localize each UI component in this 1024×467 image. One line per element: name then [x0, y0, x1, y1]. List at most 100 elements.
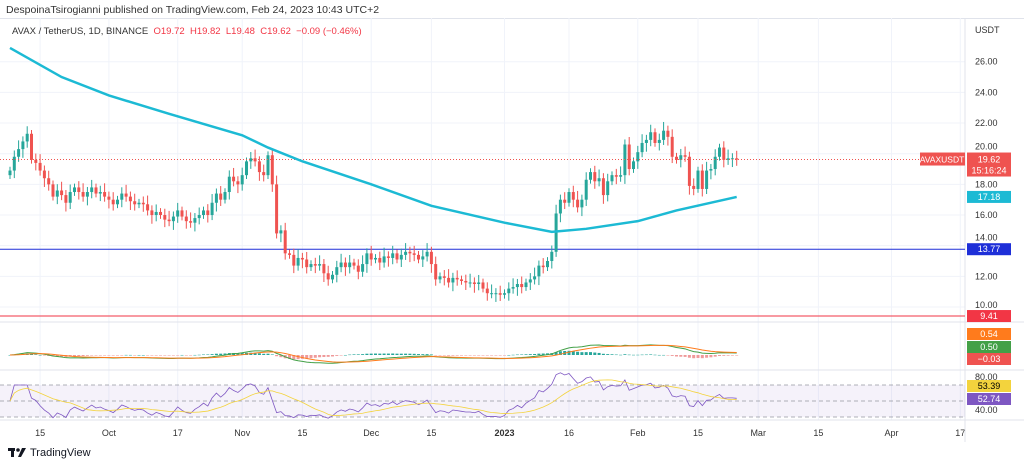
macd-histogram-bar — [683, 355, 687, 357]
candle-body — [679, 155, 683, 160]
candle-body — [47, 178, 51, 185]
candle-body — [481, 282, 485, 289]
chart-frame[interactable] — [0, 18, 1024, 443]
macd-histogram-bar — [210, 354, 214, 355]
candle-body — [210, 202, 214, 216]
macd-histogram-bar — [171, 355, 175, 356]
candle-body — [550, 251, 554, 262]
macd-histogram-bar — [472, 355, 476, 356]
candle-body — [614, 175, 618, 177]
candle-body — [245, 161, 248, 176]
macd-histogram-bar — [331, 355, 334, 357]
y-tick-label: 14.00 — [975, 233, 998, 243]
macd-histogram-bar — [417, 354, 420, 355]
candle-body — [675, 156, 678, 160]
macd-histogram-bar — [184, 355, 188, 356]
candle-body — [442, 276, 446, 278]
candle-body — [150, 210, 154, 216]
macd-histogram-bar — [214, 353, 218, 355]
symbol-legend: AVAX / TetherUS, 1D, BINANCE O19.72 H19.… — [12, 26, 362, 37]
candle-body — [601, 178, 605, 196]
candle-body — [653, 132, 657, 143]
resistance-level-tag-bg — [967, 310, 1011, 323]
y-tick-label: 10.00 — [975, 300, 998, 310]
macd-histogram-bar — [180, 354, 184, 356]
macd-histogram-bar — [593, 352, 597, 355]
macd-histogram-bar — [726, 355, 730, 356]
candle-body — [382, 256, 386, 263]
candle-body — [133, 201, 137, 205]
ma-value-tag-bg — [967, 190, 1011, 203]
symbol-name: AVAX / TetherUS, 1D, BINANCE — [12, 26, 149, 37]
candle-body — [378, 257, 382, 263]
y-tick-label: 20.00 — [975, 142, 998, 152]
candle-body — [649, 132, 653, 140]
macd-histogram-bar — [606, 354, 610, 355]
x-tick-label: 17 — [173, 428, 183, 438]
y-tick-label: 24.00 — [975, 87, 998, 97]
macd-histogram-bar — [614, 354, 618, 356]
macd-histogram-bar — [219, 353, 223, 355]
macd-histogram-bar — [601, 353, 605, 355]
candle-body — [348, 262, 352, 268]
candle-body — [116, 199, 119, 205]
candle-body — [197, 215, 201, 219]
candle-body — [713, 156, 717, 170]
macd-histogram-bar — [365, 353, 369, 355]
candle-body — [176, 210, 180, 217]
macd-histogram-bar — [589, 352, 592, 355]
macd-histogram-bar — [498, 355, 502, 356]
macd-histogram-bar — [85, 355, 89, 356]
macd-histogram-bar — [352, 354, 356, 355]
macd-histogram-bar — [382, 353, 386, 355]
macd-histogram-bar — [128, 354, 132, 356]
macd-histogram-bar — [404, 353, 408, 355]
candle-body — [283, 230, 287, 254]
macd-histogram-bar — [253, 352, 257, 355]
moving-average-line — [9, 46, 737, 234]
x-tick-label: 15 — [693, 428, 703, 438]
candle-body — [98, 192, 102, 194]
candle-body — [240, 175, 244, 185]
macd-histogram-bar — [700, 355, 704, 359]
support-level-tag: 13.77 — [978, 244, 1001, 254]
candle-body — [408, 251, 412, 254]
candle-body — [236, 181, 240, 185]
macd-histogram-bar — [137, 354, 141, 356]
macd-histogram-bar — [679, 355, 683, 357]
candle-body — [361, 264, 365, 272]
macd-histogram-bar — [159, 355, 162, 356]
macd-histogram-bar — [133, 355, 137, 356]
candle-body — [632, 161, 635, 170]
candle-body — [227, 176, 231, 193]
macd-histogram-bar — [718, 355, 721, 356]
candle-body — [503, 293, 506, 295]
candle-body — [735, 158, 739, 160]
macd-histogram-bar — [318, 355, 322, 358]
change-value: −0.09 (−0.46%) — [296, 26, 362, 37]
macd-histogram-bar — [73, 355, 76, 357]
candle-body — [219, 193, 223, 200]
macd-histogram-bar — [279, 355, 283, 358]
candle-body — [636, 152, 640, 162]
macd-value-tag-bg — [967, 341, 1011, 353]
macd-histogram-bar — [636, 354, 640, 356]
y-tick-label: 16.00 — [975, 210, 998, 220]
rsi-ma-tag: 53.39 — [978, 381, 1001, 391]
macd-histogram-bar — [206, 354, 210, 355]
candle-body — [399, 254, 403, 260]
candle-body — [670, 136, 674, 157]
candle-body — [137, 202, 141, 205]
candle-body — [515, 284, 519, 288]
candle-body — [705, 170, 709, 189]
footer-brand[interactable]: TradingView — [8, 447, 91, 459]
x-tick-label: 15 — [813, 428, 823, 438]
candle-body — [335, 267, 339, 275]
high-value: H19.82 — [189, 26, 221, 37]
candle-body — [730, 158, 734, 160]
x-tick-label: Oct — [102, 428, 117, 438]
macd-signal-tag: 0.54 — [980, 329, 998, 339]
currency-label: USDT — [975, 25, 1000, 35]
macd-histogram-bar — [90, 355, 94, 356]
